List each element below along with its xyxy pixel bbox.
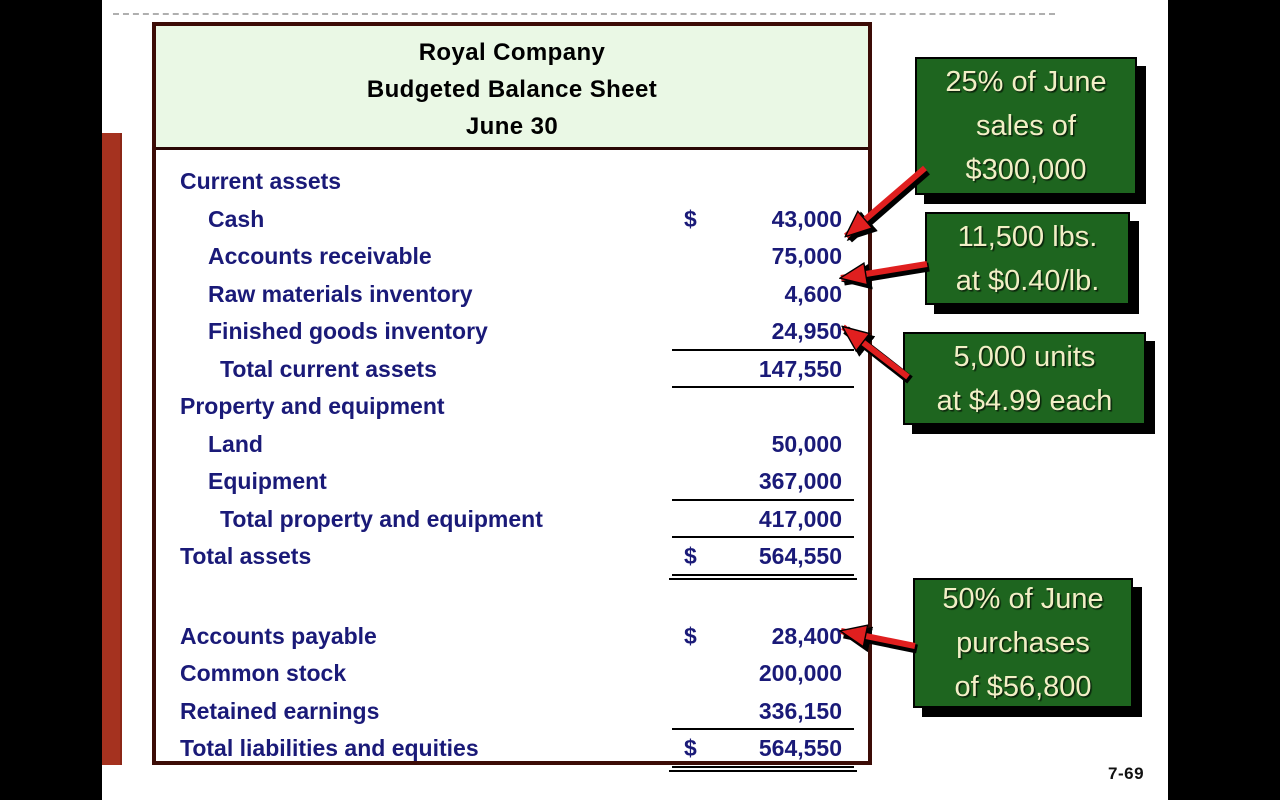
row-label: Total assets — [180, 543, 312, 569]
balance-sheet-title-line: June 30 — [465, 113, 559, 140]
row-amount: $43,000 — [672, 201, 854, 239]
callout-accounts-payable: 50% of June purchases of $56,800 — [913, 578, 1133, 708]
amount-value: 564,550 — [758, 543, 842, 569]
table-row: Property and equipment — [156, 388, 868, 426]
row-label: Cash — [208, 205, 265, 232]
amount-value: 50,000 — [771, 430, 842, 457]
table-row: Current assets — [156, 163, 868, 201]
callout-text-line: at $4.99 each — [936, 384, 1113, 417]
row-amount: 4,600 — [672, 276, 854, 314]
row-label: Finished goods inventory — [208, 318, 488, 344]
callout-text-line: 5,000 units — [953, 340, 1096, 373]
table-row: Total property and equipment 417,000 — [156, 501, 868, 538]
amount-value: 24,950 — [771, 318, 842, 344]
currency-sign: $ — [684, 622, 697, 649]
row-amount: 367,000 — [672, 463, 854, 501]
row-label: Total liabilities and equities — [180, 735, 479, 761]
row-label: Land — [208, 430, 263, 457]
table-row: Accounts receivable 75,000 — [156, 238, 868, 276]
row-amount: 24,950 — [672, 313, 854, 351]
table-row: Land 50,000 — [156, 426, 868, 464]
row-label: Retained earnings — [180, 697, 380, 724]
callout-text-line: purchases — [956, 627, 1090, 659]
row-amount: 50,000 — [672, 426, 854, 464]
callout-accounts-receivable: 25% of June sales of $300,000 — [915, 57, 1137, 195]
amount-value: 75,000 — [771, 243, 842, 269]
row-label: Total property and equipment — [220, 505, 543, 532]
table-row: Common stock 200,000 — [156, 655, 868, 693]
row-amount: $28,400 — [672, 618, 854, 656]
callout-finished-goods: 5,000 units at $4.99 each — [903, 332, 1146, 425]
balance-sheet-body: Current assets Cash $43,000 Accounts receiv… — [156, 150, 868, 771]
balance-sheet-title-line: Royal Company — [418, 39, 606, 66]
row-amount: 417,000 — [672, 501, 854, 538]
amount-value: 336,150 — [758, 697, 842, 724]
callout-text-line: of $56,800 — [954, 671, 1092, 703]
table-row: Equipment 367,000 — [156, 463, 868, 501]
callout-text-line: sales of — [976, 110, 1076, 142]
right-black-strip — [1168, 0, 1280, 800]
amount-value: 28,400 — [771, 622, 842, 649]
table-row: Cash $43,000 — [156, 201, 868, 239]
row-amount: 147,550 — [672, 351, 854, 388]
row-label: Accounts payable — [180, 622, 377, 649]
row-label: Accounts receivable — [208, 243, 432, 269]
slide-page-number: 7-69 — [1108, 764, 1145, 783]
row-label: Common stock — [180, 660, 347, 686]
amount-value: 4,600 — [784, 280, 842, 307]
callout-text-line: 11,500 lbs. — [957, 220, 1098, 253]
row-amount: $564,550 — [669, 538, 857, 579]
row-amount — [672, 388, 854, 426]
currency-sign: $ — [684, 543, 697, 569]
amount-value: 200,000 — [758, 660, 842, 686]
left-red-accent-bar — [102, 133, 122, 765]
balance-sheet-title-line: Budgeted Balance Sheet — [366, 76, 658, 103]
table-row: Raw materials inventory 4,600 — [156, 276, 868, 314]
budgeted-balance-sheet-table: Royal Company Budgeted Balance Sheet June … — [152, 22, 872, 771]
row-label: Raw materials inventory — [208, 280, 473, 307]
row-label: Current assets — [180, 168, 342, 194]
row-amount: $564,550 — [669, 730, 857, 771]
row-label: Equipment — [208, 468, 327, 494]
callout-text-line: 50% of June — [942, 583, 1104, 615]
callout-text-line: at $0.40/lb. — [955, 264, 1100, 297]
table-row: Retained earnings 336,150 — [156, 693, 868, 730]
amount-value: 417,000 — [758, 505, 842, 532]
table-row: Total liabilities and equities $564,550 — [156, 730, 868, 771]
amount-value: 147,550 — [758, 355, 842, 382]
amount-value: 43,000 — [771, 205, 842, 232]
row-amount: 75,000 — [672, 238, 854, 276]
row-amount — [672, 163, 854, 201]
callout-raw-materials: 11,500 lbs. at $0.40/lb. — [925, 212, 1130, 305]
currency-sign: $ — [684, 205, 697, 232]
amount-value: 564,550 — [758, 735, 842, 761]
row-label: Total current assets — [220, 355, 437, 382]
row-amount: 200,000 — [672, 655, 854, 693]
table-row: Total current assets 147,550 — [156, 351, 868, 388]
table-row: Accounts payable $28,400 — [156, 618, 868, 656]
callout-text-line: $300,000 — [965, 154, 1087, 186]
amount-value: 367,000 — [758, 468, 842, 494]
row-amount: 336,150 — [672, 693, 854, 730]
balance-sheet-header: Royal Company Budgeted Balance Sheet June … — [156, 26, 868, 150]
table-row: Total assets $564,550 — [156, 538, 868, 579]
callout-text-line: 25% of June — [945, 66, 1107, 98]
row-label: Property and equipment — [180, 393, 445, 419]
table-row: Finished goods inventory 24,950 — [156, 313, 868, 351]
currency-sign: $ — [684, 735, 697, 761]
slide-top-edge-line — [113, 13, 1055, 15]
left-black-strip — [0, 0, 102, 800]
